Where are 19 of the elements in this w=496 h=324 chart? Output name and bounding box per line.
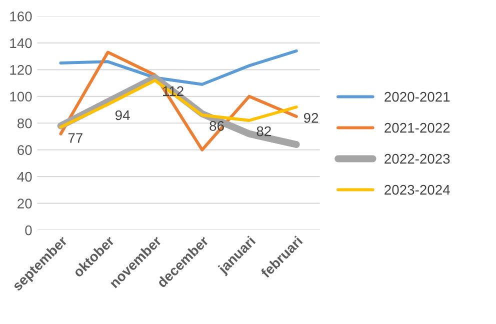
y-tick-label: 60 <box>18 145 32 156</box>
legend-label: 2020-2021 <box>384 92 450 102</box>
data-label: 86 <box>210 121 224 131</box>
data-label: 94 <box>115 110 130 120</box>
y-tick-label: 80 <box>17 118 32 128</box>
y-tick-label: 140 <box>10 38 32 48</box>
y-tick-label: 0 <box>25 225 32 236</box>
line-series <box>59 49 298 86</box>
y-tick-label: 20 <box>18 198 32 208</box>
y-tick-label: 40 <box>17 172 32 182</box>
legend-label: 2023-2024 <box>384 184 450 195</box>
y-tick-label: 120 <box>10 64 32 75</box>
y-tick-label: 160 <box>10 12 32 22</box>
data-label: 92 <box>304 113 318 123</box>
data-label: 77 <box>68 133 82 143</box>
legend-label: 2021-2022 <box>384 122 450 133</box>
data-label: 82 <box>256 126 271 136</box>
legend-label: 2022-2023 <box>384 154 450 164</box>
y-tick-label: 100 <box>10 92 32 102</box>
